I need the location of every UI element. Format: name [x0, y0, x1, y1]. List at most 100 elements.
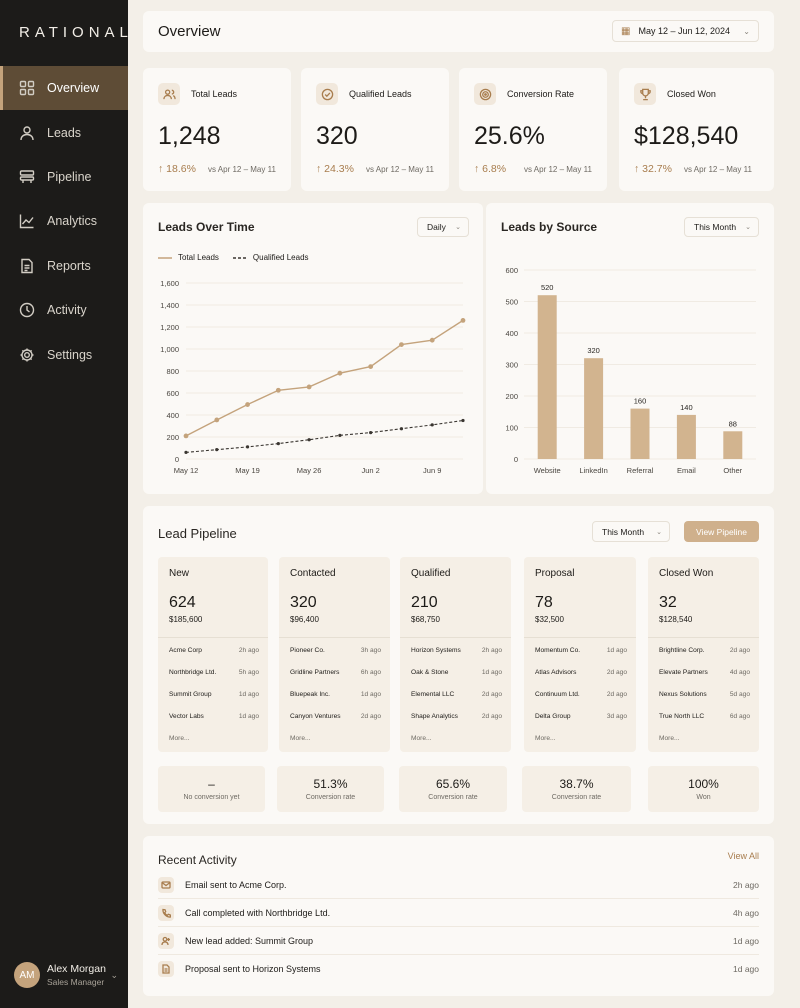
activity-item[interactable]: Email sent to Acme Corp. 2h ago — [158, 871, 759, 899]
more-link[interactable]: More... — [169, 735, 190, 742]
more-link[interactable]: More... — [659, 735, 680, 742]
data-point[interactable] — [184, 450, 188, 454]
pipeline-stage-closed-won[interactable]: Closed Won 32 $128,540 Brightline Corp. 2d a… — [648, 557, 759, 752]
data-point[interactable] — [460, 318, 466, 323]
file-icon — [158, 961, 174, 977]
activity-item[interactable]: Proposal sent to Horizon Systems 1d ago — [158, 955, 759, 983]
data-point[interactable] — [399, 427, 404, 431]
list-item[interactable]: Momentum Co. 1d ago — [535, 647, 627, 654]
clock-icon — [18, 301, 36, 319]
x-tick-label: Referral — [627, 466, 654, 475]
data-point[interactable] — [245, 402, 250, 407]
activity-item[interactable]: Call completed with Northbridge Ltd. 4h a… — [158, 899, 759, 927]
activity-text: Email sent to Acme Corp. — [185, 879, 287, 890]
pipeline-stage-new[interactable]: New 624 $185,600 Acme Corp 2h ago Northbridge… — [158, 557, 268, 752]
time-ago: 1d ago — [238, 713, 259, 720]
list-item[interactable]: Elemental LLC 2d ago — [411, 691, 502, 698]
kpi-label: Conversion Rate — [507, 89, 575, 99]
bar-email[interactable] — [676, 414, 696, 459]
y-tick-label: 1,000 — [160, 345, 179, 354]
data-point[interactable] — [399, 342, 404, 347]
view-pipeline-button[interactable]: View Pipeline — [684, 521, 759, 542]
list-item[interactable]: Bluepeak Inc. 1d ago — [290, 691, 381, 698]
bar-other[interactable] — [723, 431, 743, 459]
leads-by-source-card: Leads by Source This Month ⌄ 0 100 200 300 4… — [486, 203, 774, 494]
bar-linkedin[interactable] — [584, 358, 604, 459]
list-item[interactable]: Canyon Ventures 2d ago — [290, 713, 381, 720]
list-item[interactable]: Northbridge Ltd. 5h ago — [169, 669, 259, 676]
list-item[interactable]: Summit Group 1d ago — [169, 691, 259, 698]
more-link[interactable]: More... — [290, 735, 311, 742]
data-point[interactable] — [307, 438, 311, 442]
data-point[interactable] — [245, 445, 250, 449]
list-item[interactable]: Continuum Ltd. 2d ago — [535, 691, 627, 698]
bar-website[interactable] — [537, 295, 557, 459]
sidebar-item-settings[interactable]: Settings — [0, 332, 128, 376]
dropdown-value: This Month — [602, 526, 645, 537]
list-item[interactable]: Nexus Solutions 5d ago — [659, 691, 750, 698]
date-range-picker[interactable]: ▦ May 12 – Jun 12, 2024 ⌄ — [612, 20, 759, 42]
list-item[interactable]: Brightline Corp. 2d ago — [659, 647, 750, 654]
data-point[interactable] — [368, 364, 374, 369]
more-link[interactable]: More... — [535, 735, 556, 742]
data-point[interactable] — [276, 442, 280, 446]
list-item[interactable]: Oak & Stone 1d ago — [411, 669, 502, 676]
list-item[interactable]: True North LLC 6d ago — [659, 713, 750, 720]
activity-item[interactable]: New lead added: Summit Group 1d ago — [158, 927, 759, 955]
data-point[interactable] — [430, 423, 434, 427]
view-all-link[interactable]: View All — [727, 851, 759, 861]
sidebar-item-activity[interactable]: Activity — [0, 288, 128, 332]
more-link[interactable]: More... — [411, 735, 432, 742]
pipeline-stage-qualified[interactable]: Qualified 210 $68,750 Horizon Systems 2h ago… — [400, 557, 511, 752]
page-header: Overview ▦ May 12 – Jun 12, 2024 ⌄ — [143, 11, 774, 52]
data-point[interactable] — [183, 433, 189, 439]
mail-icon — [158, 876, 174, 893]
kpi-card-closed-won: Closed Won $128,540 ↑ 32.7% vs Apr 12 – … — [619, 68, 774, 191]
company-name: Elemental LLC — [411, 691, 455, 698]
data-point[interactable] — [275, 387, 281, 393]
data-point[interactable] — [429, 337, 435, 343]
pipeline-stage-contacted[interactable]: Contacted 320 $96,400 Pioneer Co. 3h ago Grid… — [279, 557, 390, 752]
kpi-value: 320 — [316, 122, 358, 150]
sidebar-item-overview[interactable]: Overview — [0, 66, 128, 111]
list-item[interactable]: Pioneer Co. 3h ago — [290, 647, 381, 654]
analytics-icon — [18, 212, 36, 230]
time-ago: 6h ago — [360, 669, 381, 676]
data-point[interactable] — [306, 384, 312, 390]
sidebar-item-analytics[interactable]: Analytics — [0, 199, 128, 243]
legend-swatch-qualified — [232, 256, 247, 259]
data-point[interactable] — [369, 431, 373, 435]
sidebar-item-leads[interactable]: Leads — [0, 110, 128, 154]
pipeline-stage-proposal[interactable]: Proposal 78 $32,500 Momentum Co. 1d ago Atlas… — [524, 557, 636, 752]
data-point[interactable] — [337, 370, 343, 376]
granularity-dropdown[interactable]: Daily ⌄ — [417, 217, 469, 237]
list-item[interactable]: Acme Corp 2h ago — [169, 647, 259, 654]
section-title: Lead Pipeline — [158, 526, 237, 541]
period-dropdown[interactable]: This Month ⌄ — [684, 217, 759, 237]
sidebar-item-pipeline[interactable]: Pipeline — [0, 155, 128, 199]
list-item[interactable]: Delta Group 3d ago — [535, 713, 627, 720]
bar-referral[interactable] — [630, 408, 650, 459]
data-point[interactable] — [215, 448, 219, 452]
conversion-label: Conversion rate — [428, 794, 478, 801]
user-menu[interactable]: AM Alex Morgan Sales Manager ⌄ — [14, 962, 124, 988]
list-item[interactable]: Vector Labs 1d ago — [169, 713, 259, 720]
x-tick-label: May 12 — [174, 466, 199, 475]
kpi-value: 1,248 — [158, 122, 221, 150]
list-item[interactable]: Horizon Systems 2h ago — [411, 647, 502, 654]
x-tick-label: May 26 — [297, 466, 322, 475]
sidebar-item-reports[interactable]: Reports — [0, 244, 128, 288]
pipeline-period-dropdown[interactable]: This Month ⌄ — [592, 521, 670, 542]
list-item[interactable]: Gridline Partners 6h ago — [290, 669, 381, 676]
pipeline-icon — [18, 168, 36, 186]
y-tick-label: 800 — [166, 367, 179, 376]
list-item[interactable]: Elevate Partners 4d ago — [659, 669, 750, 676]
y-tick-label: 1,400 — [160, 301, 179, 310]
data-point[interactable] — [338, 433, 342, 437]
data-point[interactable] — [214, 417, 220, 423]
list-item[interactable]: Atlas Advisors 2d ago — [535, 669, 627, 676]
y-tick-label: 1,600 — [160, 279, 179, 288]
data-point[interactable] — [461, 418, 465, 423]
sidebar-item-label: Overview — [47, 81, 100, 96]
list-item[interactable]: Shape Analytics 2d ago — [411, 713, 502, 720]
